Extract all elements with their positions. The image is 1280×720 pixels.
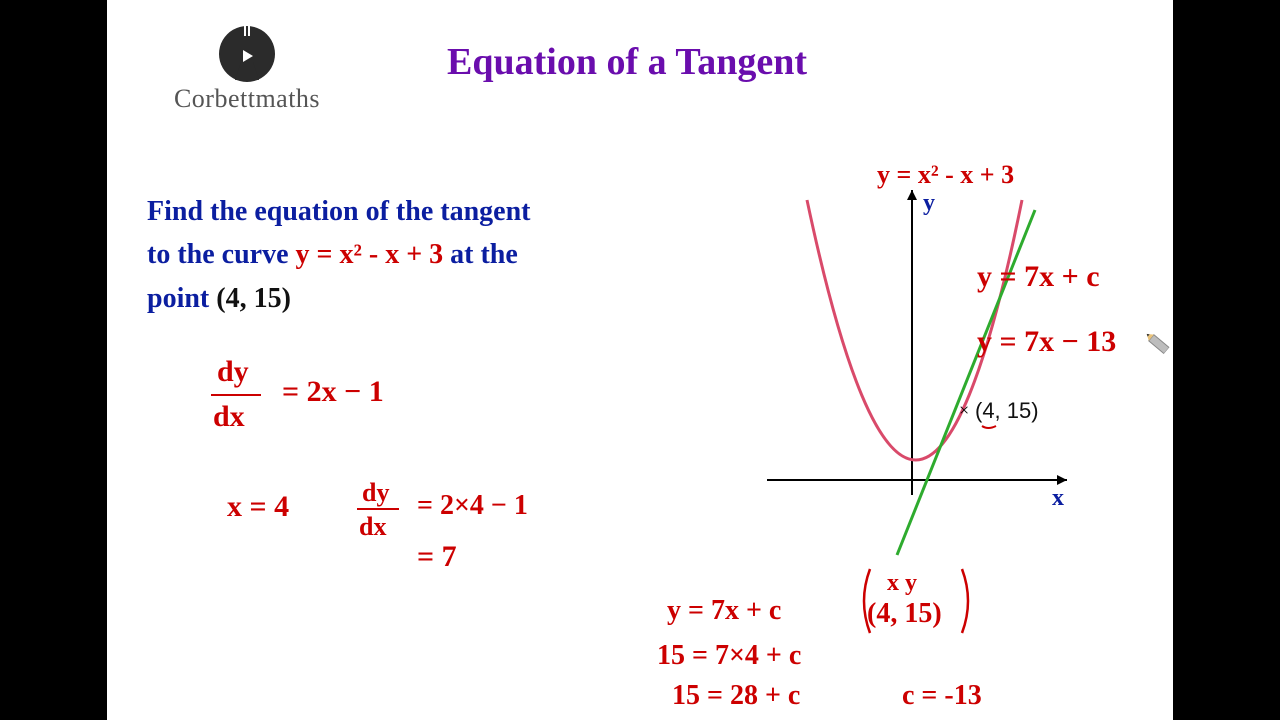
y-axis-label: y (923, 190, 935, 216)
handwriting-line_28: 15 = 28 + c (672, 680, 800, 712)
handwriting-x4: x = 4 (227, 490, 289, 524)
handwriting-dydx_eq: = 2x − 1 (282, 375, 384, 409)
pencil-icon (1140, 328, 1171, 359)
handwriting-dydx_frac_top: dy (217, 355, 249, 389)
brand-name: Corbettmaths (137, 84, 357, 114)
handwriting-y7x13: y = 7x − 13 (977, 325, 1116, 359)
handwriting-calc: = 2×4 − 1 (417, 490, 528, 522)
handwriting-dydx_frac_bot: dx (213, 400, 245, 434)
handwriting-y7xc_top: y = 7x + c (977, 260, 1100, 294)
x-axis-label: x (1052, 485, 1064, 511)
tangent-point-label: (4, 15) (975, 398, 1039, 423)
handwriting-line_15: 15 = 7×4 + c (657, 640, 801, 672)
handwriting-dydx2_top: dy (362, 478, 389, 508)
handwriting-paren (862, 565, 972, 642)
logo-icon (211, 22, 283, 82)
fraction-bar-0 (211, 394, 261, 396)
brand-logo: Corbettmaths (137, 22, 357, 114)
handwriting-equals7: = 7 (417, 540, 457, 574)
page-title: Equation of a Tangent (447, 40, 807, 84)
tangent-point-mark: × (959, 400, 969, 420)
y-axis-arrow (907, 190, 917, 200)
handwriting-curve_label: y = x² - x + 3 (877, 160, 1014, 190)
graph-panel: × (4, 15) y x (707, 160, 1127, 580)
graph-svg: × (4, 15) y x (707, 160, 1127, 580)
handwriting-y7xc_bot: y = 7x + c (667, 595, 781, 627)
handwriting-dydx2_bot: dx (359, 512, 386, 542)
fraction-bar-1 (357, 508, 399, 510)
handwriting-c13: c = -13 (902, 680, 982, 712)
x-axis-arrow (1057, 475, 1067, 485)
question-text: Find the equation of the tangent to the … (147, 190, 687, 320)
underline-mark (982, 426, 996, 428)
